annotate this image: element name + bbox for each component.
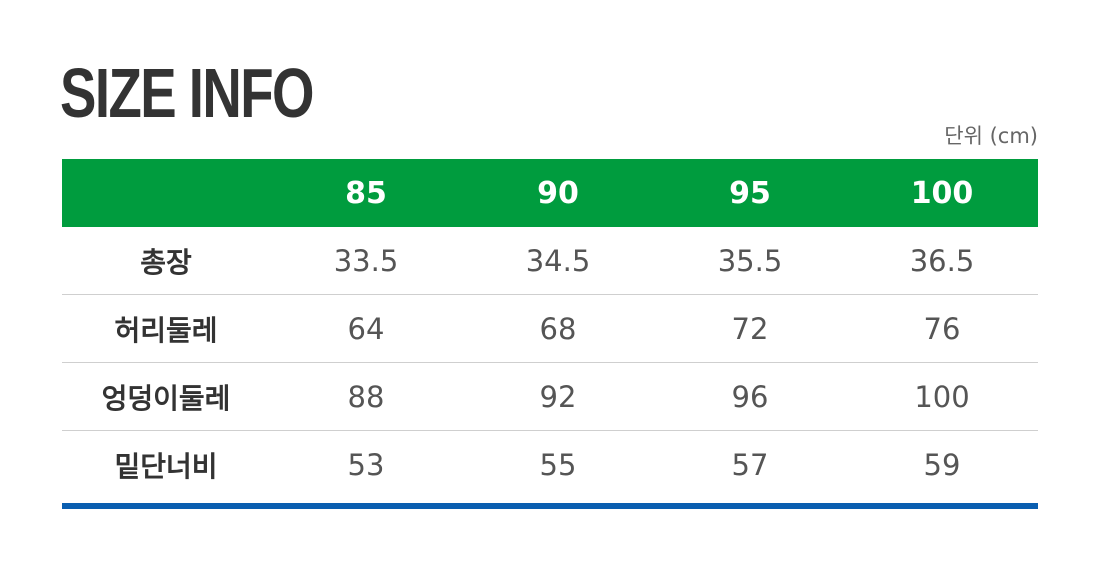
table-cell: 59	[923, 447, 961, 482]
row-label-hem-width: 밑단너비	[114, 449, 218, 483]
table-cell: 76	[846, 294, 1038, 363]
table-row: 밑단너비 53 55 57 59	[62, 431, 1038, 499]
table-cell: 72	[654, 294, 846, 363]
table-cell: 55	[539, 447, 577, 482]
table-cell: 100	[846, 362, 1038, 431]
table-cell: 34.5	[462, 227, 654, 295]
size-header-95: 95	[654, 159, 846, 227]
table-row: 총장 33.5 34.5 35.5 36.5	[62, 227, 1038, 295]
size-header-90: 90	[462, 159, 654, 227]
table-cell: 68	[462, 294, 654, 363]
size-header-100: 100	[846, 159, 1038, 227]
table-cell: 64	[270, 294, 462, 363]
size-header-85: 85	[270, 159, 462, 227]
table-row: 허리둘레 64 68 72 76	[62, 294, 1038, 363]
size-table: 85 90 95 100 총장 33.5 34.5 35.5 36.5 허리둘레…	[62, 159, 1038, 498]
unit-label: 단위 (cm)	[944, 124, 1038, 148]
table-bottom-border	[62, 503, 1038, 509]
table-row: 엉덩이둘레 88 92 96 100	[62, 362, 1038, 431]
row-label-waist: 허리둘레	[62, 294, 270, 363]
table-cell: 36.5	[846, 227, 1038, 295]
table-cell: 35.5	[654, 227, 846, 295]
table-cell: 33.5	[270, 227, 462, 295]
header-corner-cell	[62, 159, 270, 227]
page-title: SIZE INFO	[60, 54, 314, 132]
table-cell: 53	[347, 447, 385, 482]
table-cell: 92	[462, 362, 654, 431]
table-cell: 57	[731, 447, 769, 482]
table-cell: 88	[270, 362, 462, 431]
row-label-total-length: 총장	[62, 227, 270, 295]
table-cell: 96	[654, 362, 846, 431]
row-label-hip: 엉덩이둘레	[62, 362, 270, 431]
size-header-row: 85 90 95 100	[62, 159, 1038, 227]
